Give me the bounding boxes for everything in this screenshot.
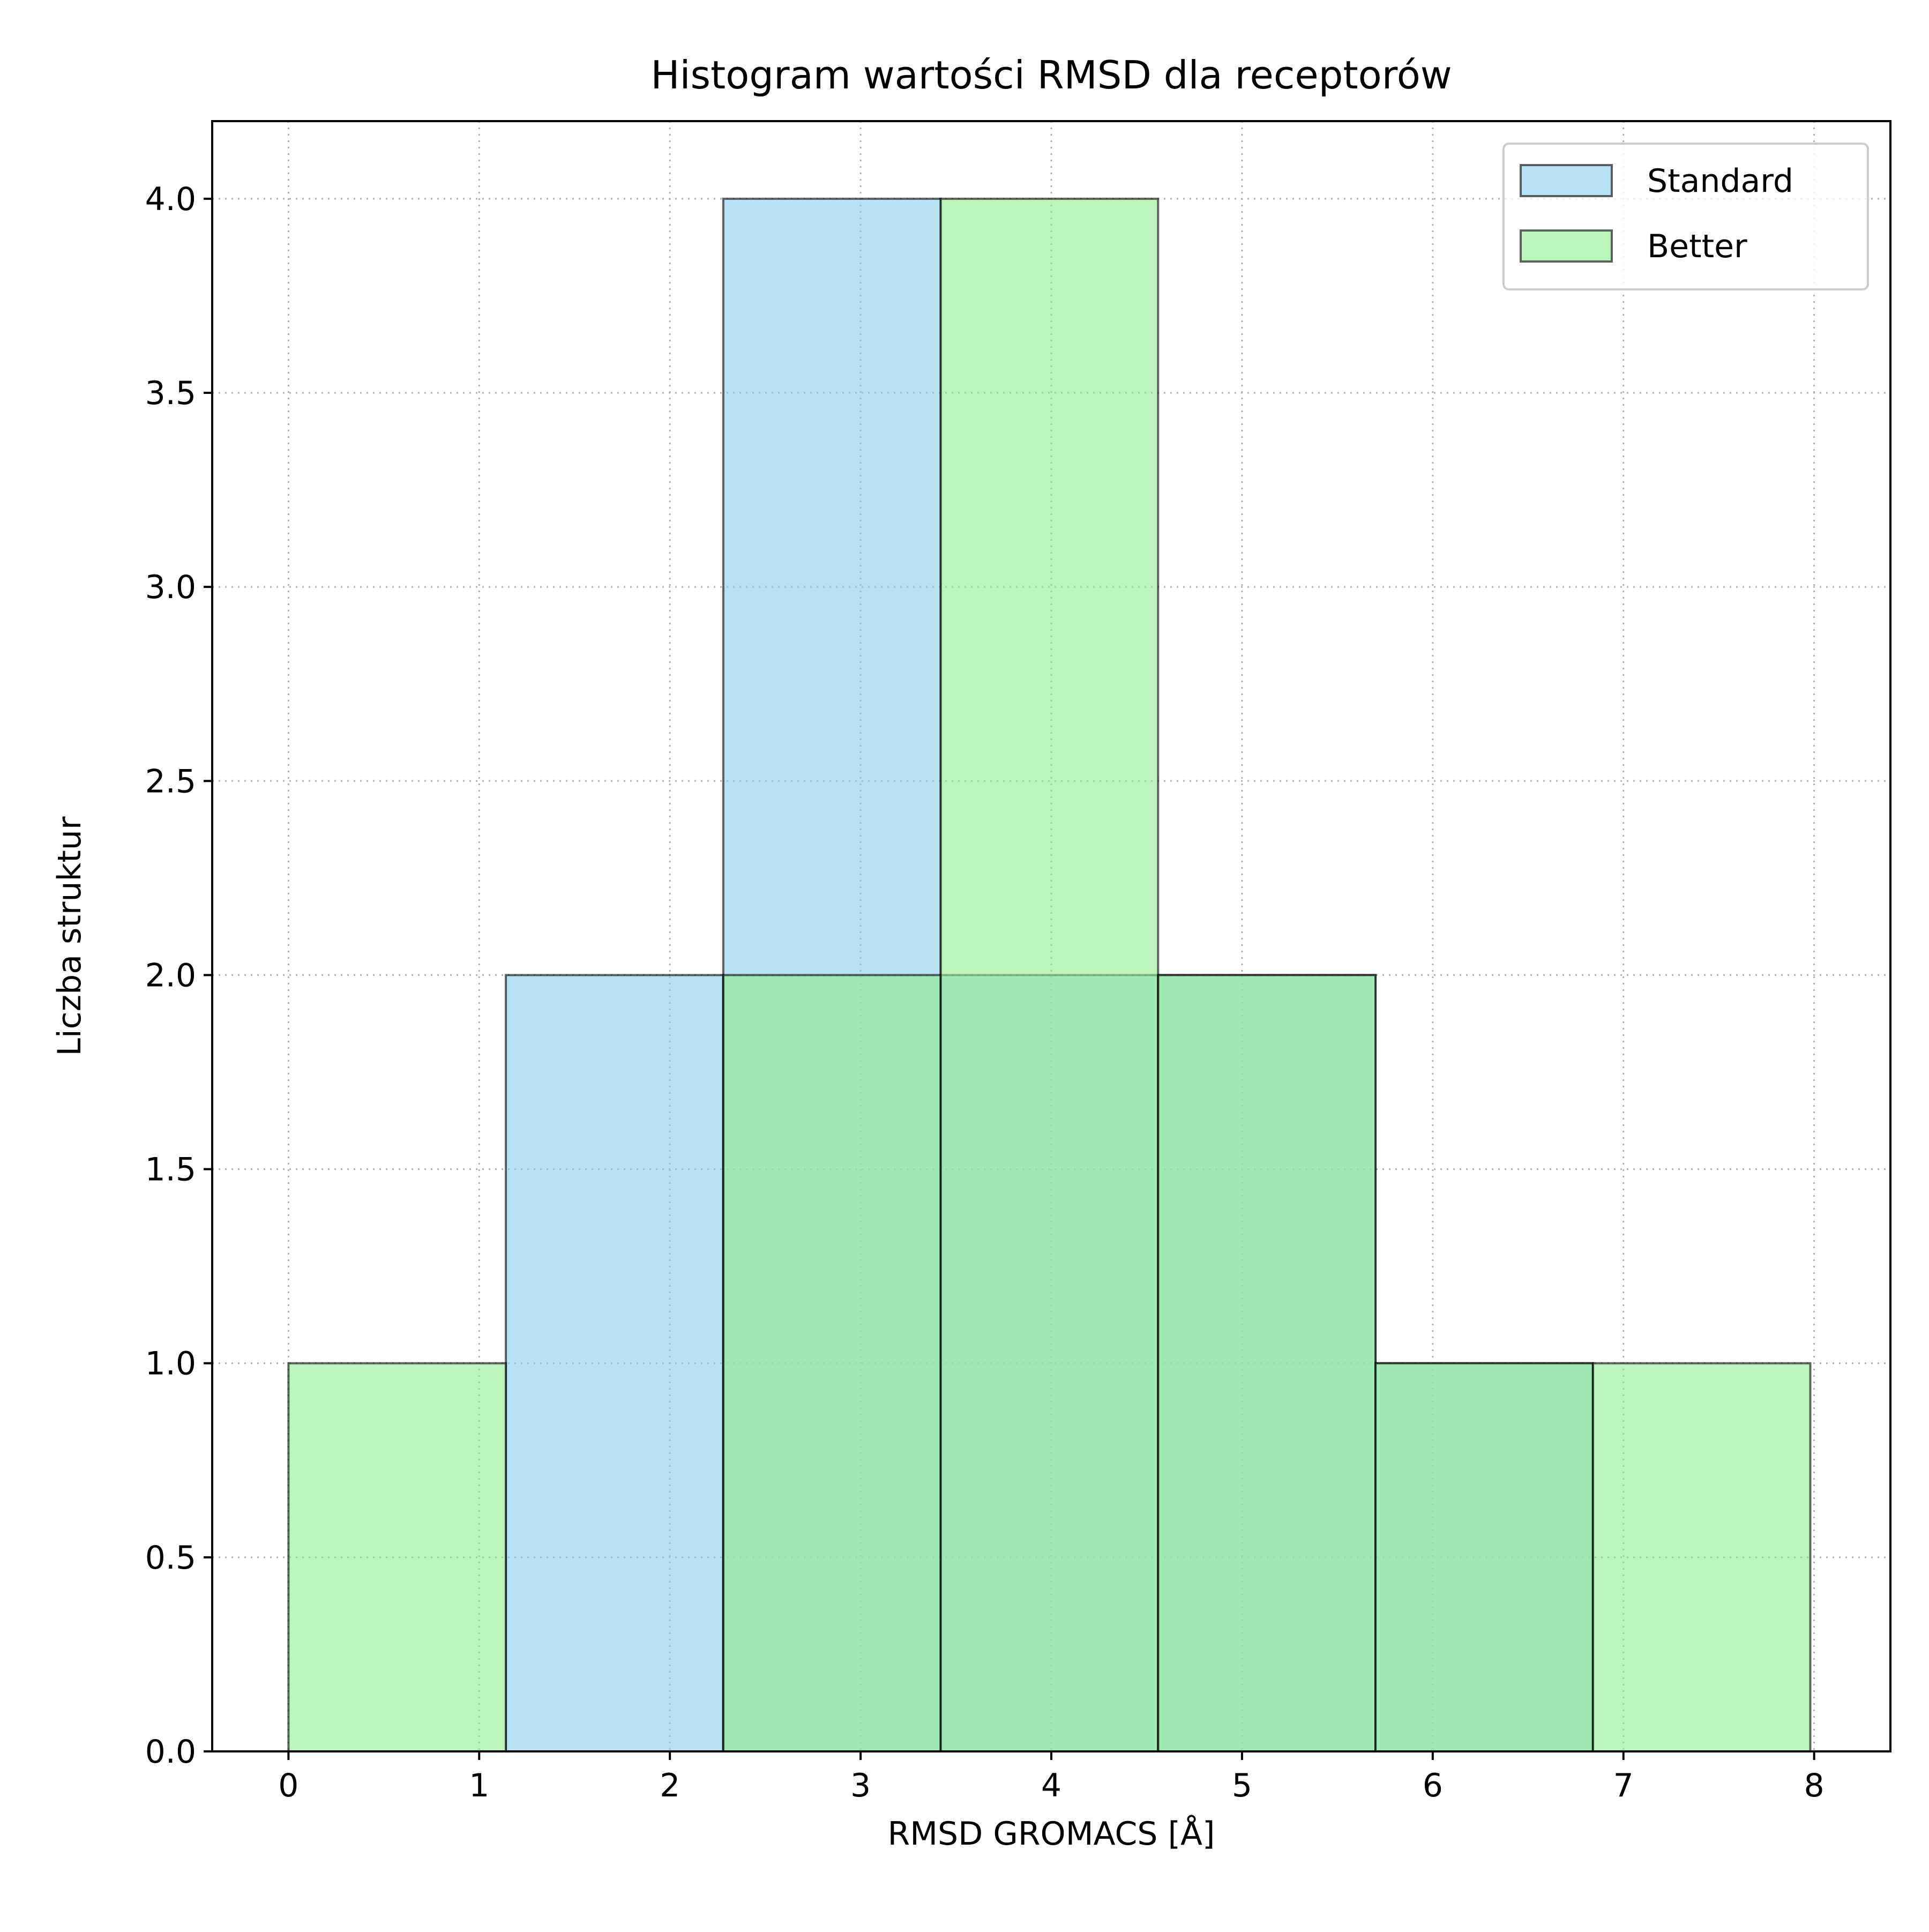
x-tick-label: 0 (278, 1767, 298, 1804)
legend-swatch-standard (1520, 164, 1613, 197)
bar-better (1374, 1362, 1594, 1753)
bar-standard (505, 974, 724, 1752)
x-tick-label: 4 (1041, 1767, 1061, 1804)
legend: Standard Better (1502, 143, 1869, 290)
x-tick-label: 3 (850, 1767, 871, 1804)
x-tick-label: 2 (660, 1767, 680, 1804)
y-tick-label: 4.0 (145, 181, 196, 218)
x-axis-label: RMSD GROMACS [Å] (888, 1815, 1215, 1853)
legend-label-better: Better (1647, 228, 1747, 265)
bar-better (939, 197, 1160, 1752)
bar-better (1157, 974, 1377, 1752)
y-tick-label: 2.5 (145, 763, 196, 800)
y-tick-label: 3.5 (145, 375, 196, 412)
legend-swatch-better (1520, 229, 1613, 263)
chart-title: Histogram wartości RMSD dla receptorów (651, 53, 1452, 98)
x-tick-label: 7 (1613, 1767, 1634, 1804)
ticks-layer: 0 1 2 3 4 5 6 7 8 0.0 0.5 1.0 1.5 2.0 2.5 3.0 3.5 4.0 (145, 181, 1825, 1804)
y-tick-label: 0.0 (145, 1733, 196, 1771)
bar-better (1591, 1362, 1812, 1753)
y-tick-label: 2.0 (145, 957, 196, 994)
x-tick-label: 6 (1423, 1767, 1443, 1804)
bar-better (287, 1362, 507, 1753)
bar-better (722, 974, 942, 1752)
legend-label-standard: Standard (1647, 162, 1793, 200)
y-tick-label: 0.5 (145, 1539, 196, 1577)
y-axis-label: Liczba struktur (51, 816, 88, 1056)
x-tick-label: 1 (469, 1767, 489, 1804)
bars-layer (287, 197, 1812, 1753)
y-tick-label: 3.0 (145, 569, 196, 606)
y-tick-label: 1.0 (145, 1345, 196, 1383)
x-tick-label: 5 (1232, 1767, 1252, 1804)
y-tick-label: 1.5 (145, 1151, 196, 1189)
x-tick-label: 8 (1804, 1767, 1825, 1804)
